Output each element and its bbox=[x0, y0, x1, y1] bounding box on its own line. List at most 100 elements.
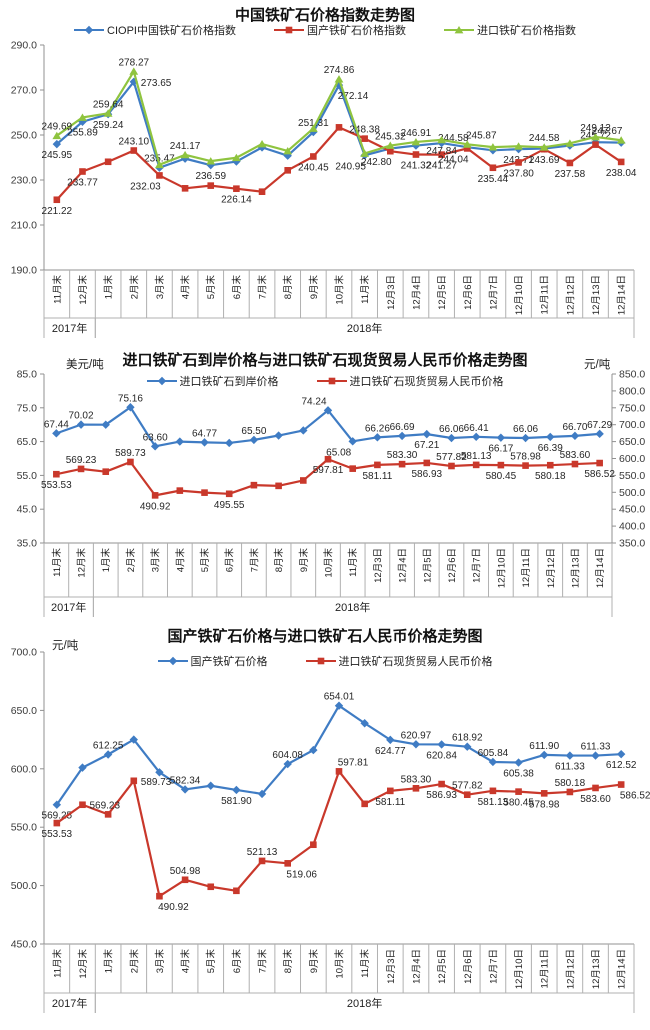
x-category-label: 5月末 bbox=[199, 548, 211, 573]
data-point-label: 70.02 bbox=[69, 411, 94, 422]
data-point-label: 580.18 bbox=[555, 778, 586, 789]
data-point-label: 237.58 bbox=[555, 169, 586, 180]
x-category-label: 9月末 bbox=[308, 275, 320, 300]
y-tick-label: 450.0 bbox=[11, 939, 37, 951]
x-category-label: 11月末 bbox=[347, 548, 359, 577]
data-point-label: 611.90 bbox=[529, 741, 559, 752]
data-point-marker bbox=[447, 433, 456, 443]
data-point-label: 66.06 bbox=[513, 424, 538, 435]
data-point-label: 597.81 bbox=[338, 757, 369, 768]
data-point-label: 66.39 bbox=[538, 443, 563, 454]
year-group-label: 2017年 bbox=[51, 600, 86, 614]
data-point-label: 581.13 bbox=[478, 797, 509, 808]
data-point-label: 553.53 bbox=[42, 829, 73, 840]
data-point-label: 251.31 bbox=[298, 118, 329, 129]
data-point-marker bbox=[129, 67, 139, 75]
legend-label: CIOPI中国铁矿石价格指数 bbox=[107, 25, 236, 37]
data-point-label: 495.55 bbox=[214, 500, 245, 511]
cif-price-chart: 进口铁矿石到岸价格与进口铁矿石现货贸易人民币价格走势图 美元/吨 元/吨 进口铁… bbox=[0, 345, 650, 618]
legend-marker-icon bbox=[273, 26, 304, 34]
series-1-labels: 553.53 569.23 589.73 490.92 504.98 521.13 519.… bbox=[42, 757, 650, 913]
data-point-marker bbox=[592, 141, 599, 148]
x-category-label: 1月末 bbox=[103, 949, 115, 974]
data-point-marker bbox=[201, 489, 208, 496]
legend-label: 进口铁矿石现货贸易人民币价格 bbox=[349, 376, 504, 388]
data-point-marker bbox=[180, 785, 190, 794]
data-point-marker bbox=[349, 465, 356, 472]
data-point-marker bbox=[324, 455, 332, 463]
data-point-marker bbox=[232, 785, 241, 795]
x-category-label: 7月末 bbox=[248, 548, 260, 573]
data-point-marker bbox=[361, 800, 368, 808]
plot-area: 290.0 270.0 250.0 230.0 210.0 190.0 11月末 12月末 1月… bbox=[0, 0, 650, 350]
x-category-label: 11月末 bbox=[359, 949, 371, 978]
data-point-label: 232.03 bbox=[130, 181, 161, 192]
x-category-label: 5月末 bbox=[205, 275, 217, 300]
data-point-marker bbox=[181, 876, 189, 884]
y-tick-label: 35.0 bbox=[17, 538, 38, 550]
y-tick-label: 250.0 bbox=[11, 130, 37, 142]
data-point-marker bbox=[412, 151, 420, 158]
data-point-label: 490.92 bbox=[158, 902, 189, 913]
data-point-label: 582.34 bbox=[170, 775, 201, 786]
series-1-labels: 221.22 233.77 243.10 232.03 226.14 240.45 248.… bbox=[42, 125, 637, 217]
data-point-label: 66.17 bbox=[488, 444, 513, 455]
data-point-marker bbox=[52, 429, 61, 438]
data-point-label: 240.95 bbox=[335, 161, 366, 172]
x-category-label: 12月4日 bbox=[411, 949, 422, 984]
data-point-label: 273.65 bbox=[141, 78, 172, 89]
data-point-marker bbox=[617, 158, 625, 166]
data-point-marker bbox=[514, 758, 523, 767]
data-point-marker bbox=[206, 781, 215, 790]
y-tick-label-right: 500.0 bbox=[619, 487, 645, 499]
data-point-label: 255.89 bbox=[67, 128, 98, 139]
data-point-marker bbox=[488, 757, 498, 767]
chart-title: 中国铁矿石价格指数走势图 bbox=[234, 7, 415, 24]
data-point-marker bbox=[206, 157, 216, 165]
y-tick-label-right: 800.0 bbox=[619, 385, 645, 397]
data-point-label: 245.32 bbox=[375, 132, 406, 143]
y-tick-label: 230.0 bbox=[11, 175, 37, 187]
y-tick-label-right: 650.0 bbox=[619, 436, 645, 448]
series-1-labels: 553.53 569.23 589.73 490.92 495.55 597.81 581.… bbox=[41, 448, 615, 512]
data-point-marker bbox=[258, 857, 266, 865]
data-point-marker bbox=[52, 139, 62, 149]
data-point-marker bbox=[361, 135, 368, 142]
data-point-marker bbox=[200, 438, 209, 447]
data-point-marker bbox=[126, 403, 135, 412]
y-tick-label-right: 550.0 bbox=[619, 470, 645, 482]
data-point-label: 581.11 bbox=[362, 471, 392, 482]
x-category-label: 12月10日 bbox=[514, 949, 525, 989]
data-point-marker bbox=[103, 109, 113, 117]
data-point-label: 241.32 bbox=[401, 161, 432, 172]
data-point-marker bbox=[308, 124, 318, 132]
data-point-marker bbox=[207, 883, 215, 891]
x-category-label: 8月末 bbox=[282, 275, 294, 300]
data-point-label: 259.24 bbox=[93, 120, 124, 131]
legend-label: 进口铁矿石价格指数 bbox=[476, 25, 576, 37]
year-group-label: 2017年 bbox=[52, 321, 87, 335]
x-category-label: 1月末 bbox=[100, 548, 112, 573]
data-point-label: 238.04 bbox=[606, 168, 637, 179]
data-point-marker bbox=[103, 750, 113, 759]
y-tick-label-right: 750.0 bbox=[619, 402, 645, 414]
x-category-label: 5月末 bbox=[205, 949, 217, 974]
x-category-label: 12月末 bbox=[77, 275, 89, 305]
x-category-label: 12月5日 bbox=[422, 548, 433, 583]
x-category-label: 11月末 bbox=[51, 949, 63, 978]
data-point-marker bbox=[130, 147, 138, 154]
data-point-label: 75.16 bbox=[118, 393, 143, 404]
axes-and-grid: 700.0 650.0 600.0 550.0 500.0 450.0 11月末 12月末 1月… bbox=[11, 647, 635, 1013]
x-category-label: 4月末 bbox=[174, 548, 186, 573]
x-category-label: 12月12日 bbox=[565, 949, 576, 989]
year-group-label: 2018年 bbox=[335, 600, 370, 614]
x-category-label: 12月14日 bbox=[617, 949, 628, 989]
data-point-marker bbox=[156, 172, 163, 179]
x-category-label: 12月7日 bbox=[488, 275, 499, 310]
data-point-marker bbox=[387, 147, 394, 155]
data-point-marker bbox=[334, 75, 344, 83]
data-point-marker bbox=[374, 461, 381, 469]
data-point-label: 521.13 bbox=[247, 847, 278, 858]
data-point-marker bbox=[385, 141, 395, 149]
